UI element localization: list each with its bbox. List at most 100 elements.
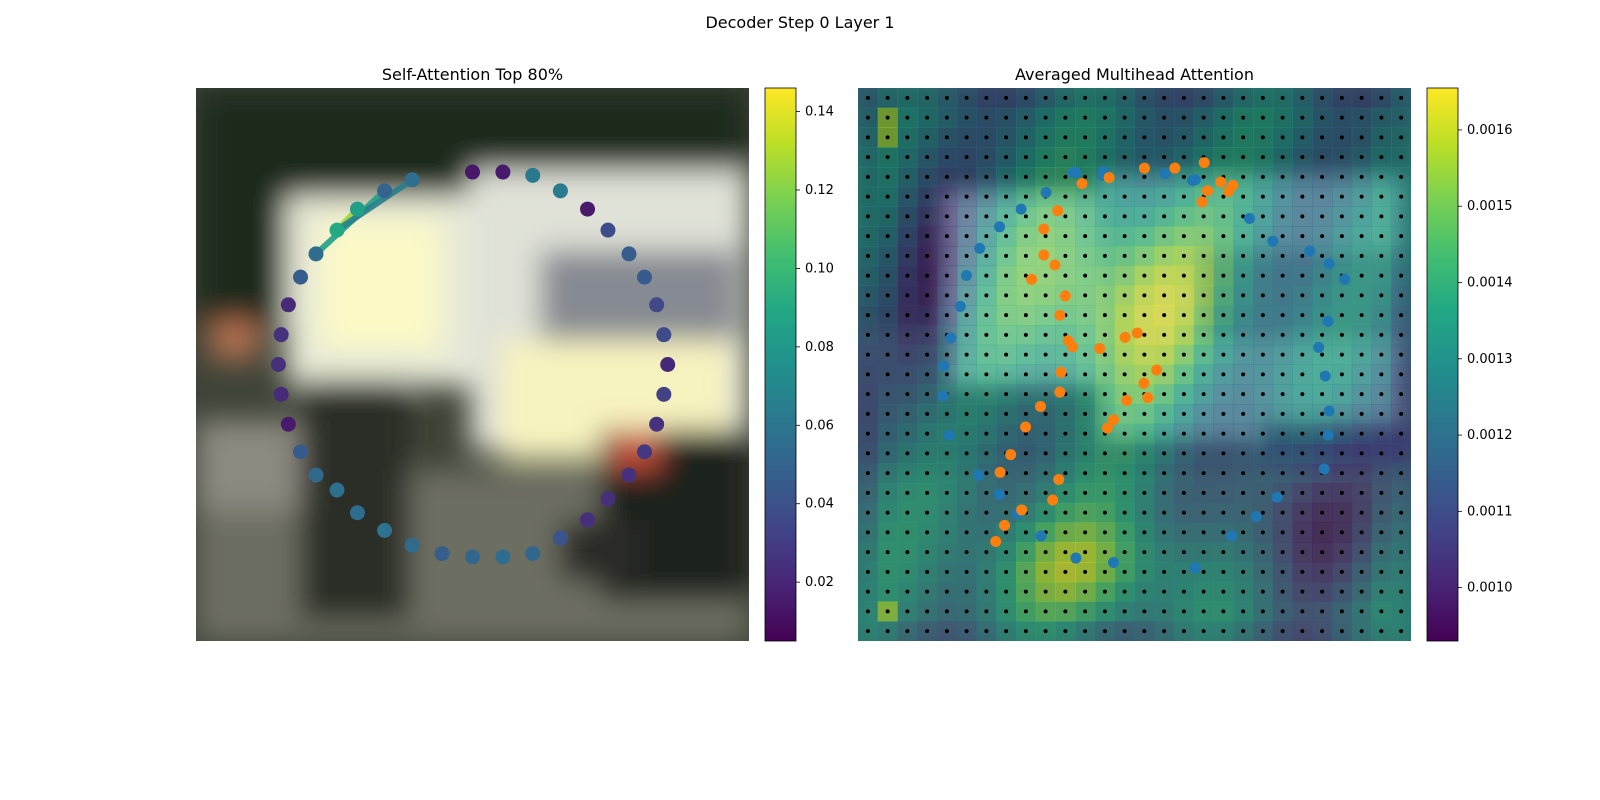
contour-point-blue xyxy=(994,221,1006,233)
contour-point-blue xyxy=(938,360,950,372)
contour-point-blue xyxy=(1319,370,1331,382)
contour-point-blue xyxy=(1318,463,1330,475)
contour-point-orange xyxy=(1054,309,1066,321)
contour-point-orange xyxy=(1052,205,1064,217)
contour-point xyxy=(525,167,541,183)
contour-point xyxy=(649,416,665,432)
contour-point-blue xyxy=(1339,273,1351,285)
contour-point xyxy=(349,201,365,217)
contour-point-orange xyxy=(1121,394,1133,406)
contour-point-blue xyxy=(943,429,955,441)
contour-point xyxy=(552,183,568,199)
contour-point xyxy=(404,537,420,553)
right-panel-title: Averaged Multihead Attention xyxy=(1015,65,1254,84)
contour-point-orange xyxy=(1047,494,1059,506)
figure-title: Decoder Step 0 Layer 1 xyxy=(705,13,895,32)
contour-point xyxy=(660,357,676,372)
contour-point-orange xyxy=(1005,449,1017,461)
contour-point xyxy=(377,183,393,199)
contour-point-orange xyxy=(1223,185,1235,197)
contour-point-orange xyxy=(1067,341,1079,353)
contour-point xyxy=(656,327,672,343)
contour-point xyxy=(495,164,511,180)
contour-point xyxy=(636,269,652,285)
contour-point-orange xyxy=(1038,223,1050,235)
contour-point-blue xyxy=(1070,552,1082,564)
contour-point xyxy=(495,549,511,565)
contour-point xyxy=(308,467,324,483)
contour-point-orange xyxy=(1020,421,1032,433)
left-panel-title: Self-Attention Top 80% xyxy=(381,65,564,84)
contour-point-orange xyxy=(1215,176,1227,188)
contour-point-blue xyxy=(1015,203,1027,215)
left-colorbar-tick-label: 0.04 xyxy=(805,497,834,512)
right-colorbar-tick-label: 0.0010 xyxy=(1467,581,1513,596)
contour-point xyxy=(270,357,286,372)
contour-point-blue xyxy=(1189,562,1201,574)
contour-point xyxy=(273,386,289,402)
contour-point-orange xyxy=(1053,474,1065,486)
contour-point xyxy=(465,549,480,565)
left-colorbar-tick-label: 0.02 xyxy=(805,575,834,590)
contour-point xyxy=(329,222,345,238)
right-colorbar-tick-label: 0.0013 xyxy=(1467,352,1513,367)
contour-point xyxy=(280,297,296,313)
contour-point xyxy=(293,269,309,285)
contour-point-blue xyxy=(1322,429,1334,441)
contour-point xyxy=(600,491,616,507)
contour-point-orange xyxy=(1201,185,1213,197)
contour-point-orange xyxy=(1094,342,1106,354)
contour-point-orange xyxy=(1138,377,1150,389)
contour-point xyxy=(580,512,596,528)
contour-point-blue xyxy=(1107,556,1119,568)
contour-point-blue xyxy=(1040,187,1052,199)
right-colorbar-tick-label: 0.0016 xyxy=(1467,123,1513,138)
contour-point xyxy=(280,416,296,432)
contour-point-orange xyxy=(1198,157,1210,169)
contour-point-orange xyxy=(1151,364,1163,376)
contour-point-orange xyxy=(1034,401,1046,413)
contour-point xyxy=(273,327,289,343)
contour-point-blue xyxy=(1250,511,1262,523)
contour-point-blue xyxy=(945,332,957,344)
contour-point-orange xyxy=(1196,196,1208,208)
contour-point xyxy=(308,246,324,262)
attention-edge xyxy=(334,176,416,234)
contour-point-orange xyxy=(1142,392,1154,404)
contour-point-blue xyxy=(1271,491,1283,503)
contour-point-blue xyxy=(1226,530,1238,542)
right-colorbar xyxy=(1426,87,1459,642)
contour-point-orange xyxy=(1076,178,1088,190)
left-colorbar xyxy=(764,87,797,642)
contour-point-blue xyxy=(1035,530,1047,542)
contour-point-blue xyxy=(974,242,986,254)
contour-point-orange xyxy=(1055,366,1067,378)
contour-point-orange xyxy=(1016,504,1028,516)
contour-point-blue xyxy=(1159,168,1171,180)
contour-point xyxy=(377,522,393,538)
left-colorbar-tick-label: 0.14 xyxy=(805,105,834,120)
contour-point xyxy=(465,164,480,180)
right-colorbar-tick-label: 0.0014 xyxy=(1467,276,1513,291)
contour-point-orange xyxy=(994,466,1006,478)
contour-point-blue xyxy=(960,269,972,281)
contour-point xyxy=(552,530,568,546)
contour-point-blue xyxy=(1313,341,1325,353)
contour-point-blue xyxy=(973,469,985,481)
contour-point xyxy=(329,482,345,498)
contour-point xyxy=(621,467,637,483)
contour-point-blue xyxy=(1304,245,1316,257)
contour-point-orange xyxy=(999,519,1011,531)
contour-point xyxy=(349,505,365,521)
contour-point xyxy=(434,546,450,562)
contour-point-orange xyxy=(1049,259,1061,271)
contour-point-blue xyxy=(1187,174,1199,186)
contour-point-blue xyxy=(994,488,1006,500)
contour-point xyxy=(293,444,309,460)
contour-point xyxy=(580,201,596,217)
contour-point-blue xyxy=(1267,235,1279,247)
contour-point-orange xyxy=(1169,162,1181,174)
contour-point-orange xyxy=(1101,422,1113,434)
left-colorbar-tick-label: 0.08 xyxy=(805,340,834,355)
left-colorbar-tick-label: 0.06 xyxy=(805,418,834,433)
